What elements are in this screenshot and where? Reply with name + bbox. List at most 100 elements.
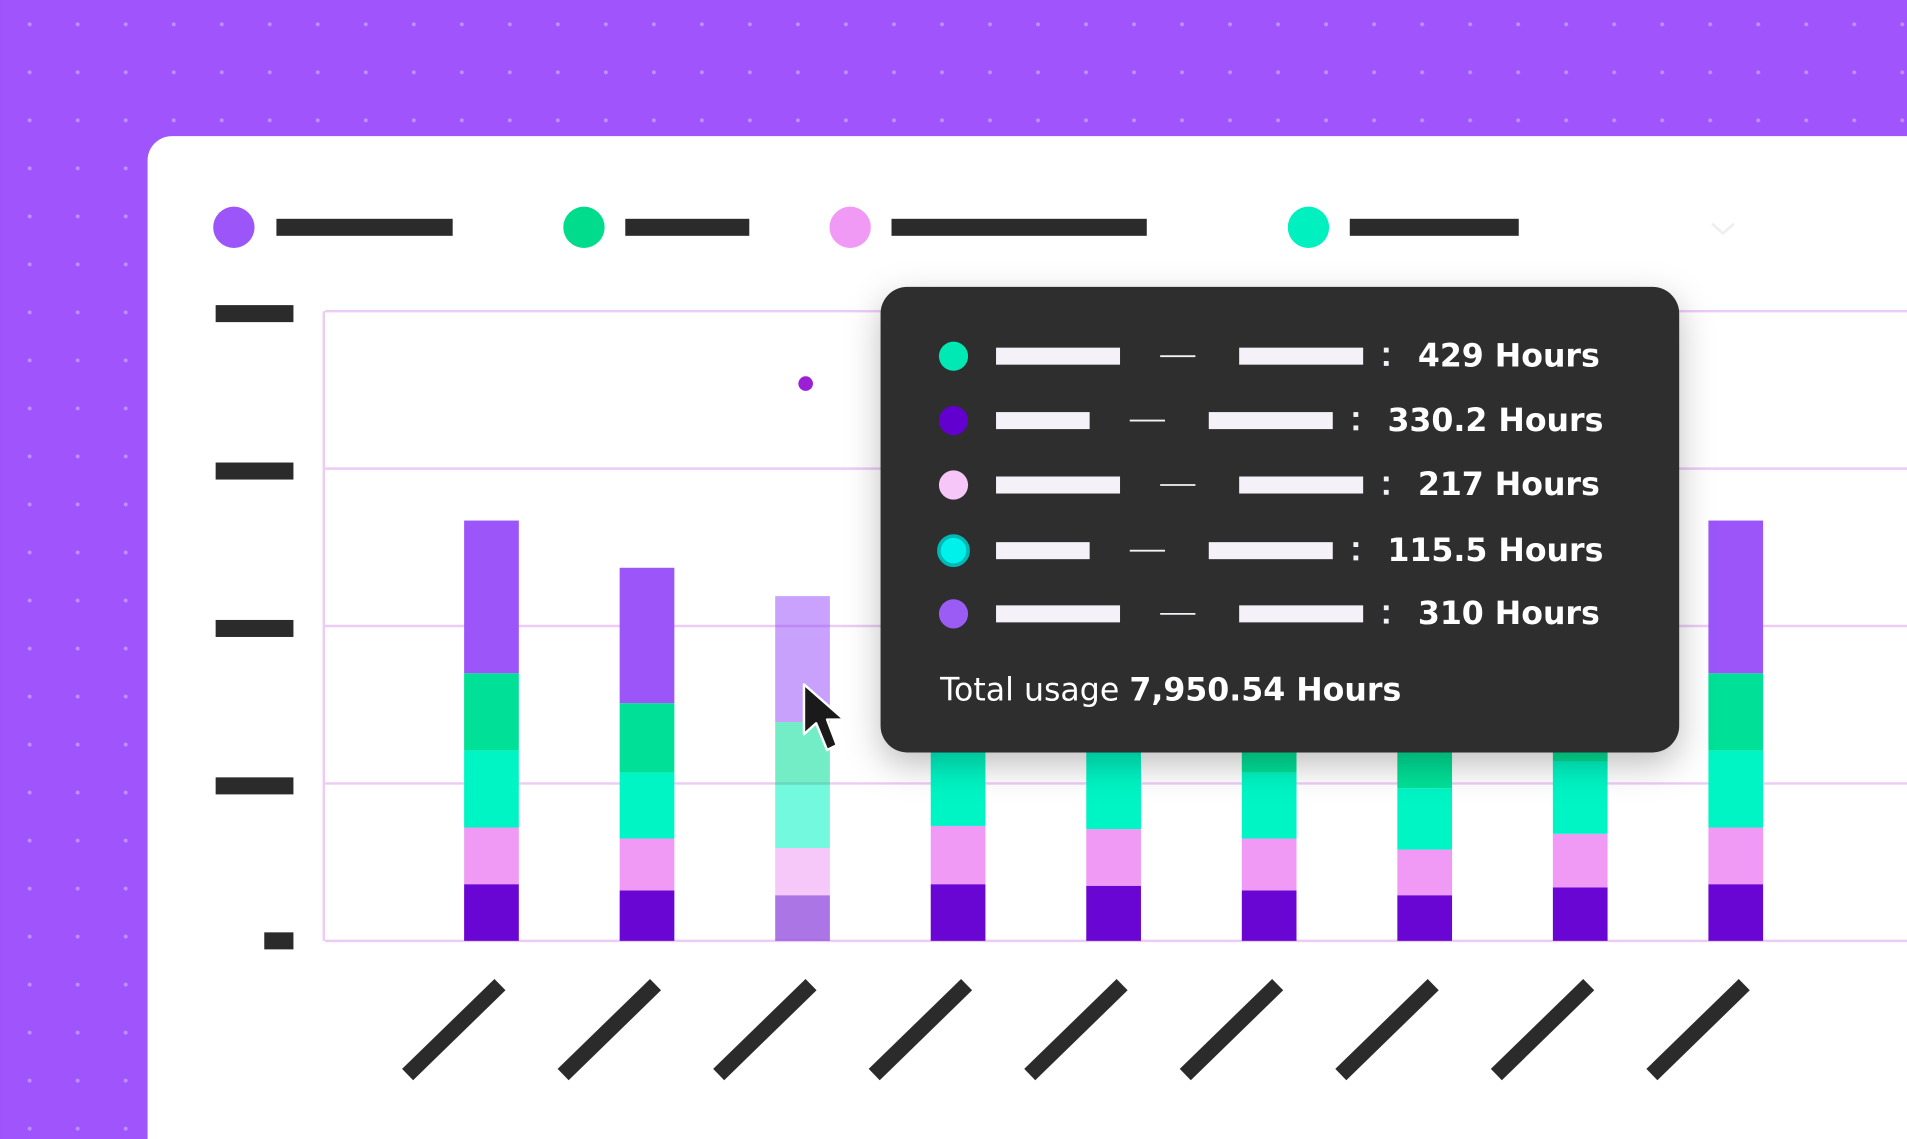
legend-placeholder [891,218,1147,236]
bar-segment [464,884,519,941]
bar-segment [1708,520,1764,674]
bar-segment [1708,673,1764,751]
bar-segment [1397,895,1453,941]
legend-placeholder [1349,218,1519,236]
y-tick-placeholder [215,777,294,795]
bar-segment [464,673,519,751]
x-tick-placeholder [1335,978,1439,1081]
line-marker [798,376,813,391]
bar-segment [619,838,675,891]
colon-dot [1383,476,1389,482]
bar-segment [930,750,986,826]
tooltip-box [880,286,1680,753]
stacked-bar [619,567,675,941]
legend-dot [563,206,605,248]
cursor [802,683,846,752]
bar-segment [464,750,519,828]
bar-segment [1086,885,1141,941]
plot [215,305,1907,1081]
bar-segment [1086,751,1141,830]
y-tick-placeholder [215,619,294,637]
bar-segment [619,703,675,773]
tooltip-placeholder [996,542,1090,560]
tooltip-value: 330.2 Hours [1387,403,1603,439]
tooltip-placeholder [996,476,1121,494]
tooltip-placeholder [996,412,1090,430]
bar-segment [1397,849,1453,896]
colon-dot [1383,489,1389,495]
x-tick-placeholder [1024,978,1128,1081]
tooltip-placeholder [1239,347,1364,365]
colon-dot [1383,347,1389,353]
y-tick-placeholder [215,462,294,480]
bar-segment [775,895,830,941]
bar-segment [1241,772,1297,839]
legend-dot [1287,206,1330,248]
tooltip-value: 217 Hours [1418,467,1600,503]
legend-dot [213,206,255,248]
chevron [1711,222,1735,236]
tooltip-placeholder [1208,412,1333,430]
tooltip-dot [938,599,969,629]
bar-segment [1708,827,1764,885]
tooltip-value: 310 Hours [1418,596,1600,632]
stacked-bar [464,520,519,941]
tooltip-dot [937,534,970,568]
colon-dot [1383,605,1389,611]
bar-segment [1552,761,1608,834]
x-tick-placeholder [713,978,817,1081]
x-tick-placeholder [1490,978,1595,1081]
bar-segment [930,825,986,885]
colon-dot [1383,618,1389,624]
legend-placeholder [276,218,453,236]
bar-segment [1552,887,1608,941]
tooltip-placeholder [1208,542,1333,560]
colon-dot [1353,542,1359,548]
bar-segment [1241,890,1297,941]
bar-segment [464,827,519,885]
tooltip-value: 429 Hours [1418,338,1600,374]
total-label: Total usage [939,673,1119,709]
tooltip-dot [938,470,969,500]
colon-dot [1353,412,1359,417]
tooltip-placeholder [996,347,1121,365]
legend [213,206,1735,248]
bar-segment [619,567,675,704]
bar-segment [930,884,986,941]
total-value: 7,950.54 Hours [1129,673,1401,709]
x-tick-placeholder [557,978,662,1081]
bar-segment [775,847,830,896]
x-tick-placeholder [402,978,506,1081]
x-tick-placeholder [1646,978,1750,1081]
tooltip-value: 115.5 Hours [1387,533,1603,569]
bar-segment [1708,750,1764,828]
bar-segment [1241,838,1297,891]
y-tick-placeholder [215,305,294,323]
x-tick-placeholder [868,978,973,1081]
legend-placeholder [625,218,750,236]
y-tick-placeholder [264,932,294,950]
colon-dot [1353,425,1359,431]
tooltip-placeholder [1239,476,1364,494]
tooltip: Total usage 7,950.54 Hours 429 Hours 330.… [880,286,1680,753]
bar-segment [619,890,675,941]
bar-segment [464,520,519,674]
tooltip-placeholder [996,605,1121,623]
stacked-bar [775,596,830,941]
tooltip-placeholder [1239,605,1364,623]
x-tick-placeholder [1179,978,1284,1081]
bar-segment [1708,884,1764,941]
bar-segment [1552,833,1608,888]
tooltip-dot [938,406,969,436]
tooltip-dot [938,341,969,371]
bar-segment [1086,829,1141,886]
legend-dot [829,206,871,248]
colon-dot [1353,555,1359,561]
tooltip-total: Total usage 7,950.54 Hours [939,673,1401,709]
bar-segment [619,772,675,839]
bar-segment [1397,788,1453,850]
stacked-bar [1708,520,1764,941]
bar-segment [775,785,830,848]
colon-dot [1383,361,1389,366]
